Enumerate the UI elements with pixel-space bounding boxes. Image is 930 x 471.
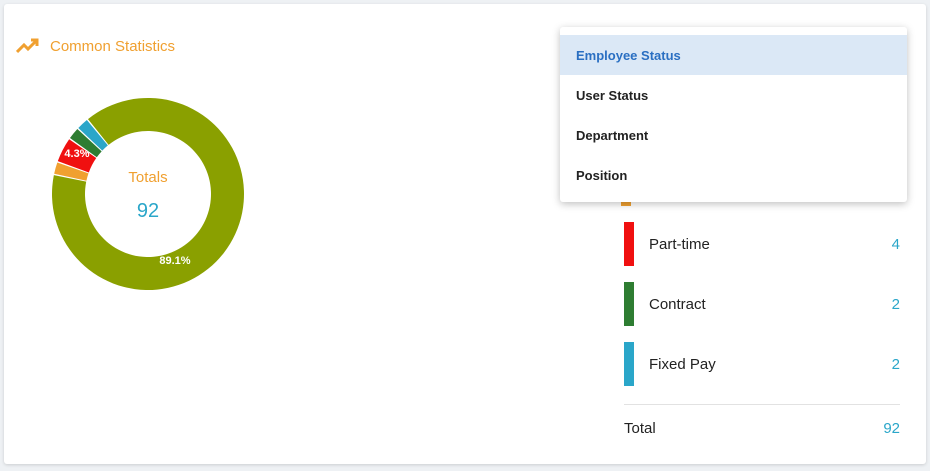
legend-swatch xyxy=(624,342,634,386)
legend-value: 4 xyxy=(891,235,900,253)
donut-data-label: 4.3% xyxy=(64,148,89,160)
donut-chart: 89.1% 4.3% Totals 92 xyxy=(48,94,248,294)
legend-row-contract[interactable]: Contract 2 xyxy=(624,282,900,326)
donut-svg: 89.1% 4.3% xyxy=(52,98,244,290)
legend-label: Contract xyxy=(649,295,706,313)
legend-divider xyxy=(624,404,900,405)
donut-slice[interactable] xyxy=(78,119,108,151)
legend-value: 2 xyxy=(891,295,900,313)
donut-center-value: 92 xyxy=(136,200,160,222)
donut-center-title: Totals xyxy=(128,169,168,186)
legend-row-part-time[interactable]: Part-time 4 xyxy=(624,222,900,266)
dropdown-item-user-status[interactable]: User Status xyxy=(576,87,649,103)
legend-label: Fixed Pay xyxy=(649,355,716,373)
legend-swatch xyxy=(624,222,634,266)
legend-label: Part-time xyxy=(649,235,710,253)
legend-value: 2 xyxy=(891,355,900,373)
donut-slice[interactable] xyxy=(57,139,97,173)
card-title: Common Statistics xyxy=(50,37,176,55)
donut-slice[interactable] xyxy=(54,162,89,181)
statistics-type-dropdown[interactable]: Employee Status User Status Department P… xyxy=(560,27,907,202)
donut-slice[interactable] xyxy=(69,129,102,158)
dropdown-item-department[interactable]: Department xyxy=(576,127,649,143)
trending-up-icon xyxy=(16,38,39,54)
card-header: Common Statistics xyxy=(16,37,175,55)
total-label: Total xyxy=(624,420,656,437)
donut-slice[interactable] xyxy=(52,98,244,290)
legend-total-row: Total 92 xyxy=(624,420,900,437)
legend-row-fixed-pay[interactable]: Fixed Pay 2 xyxy=(624,342,900,386)
dropdown-item-position[interactable]: Position xyxy=(576,167,628,183)
total-value: 92 xyxy=(883,420,900,437)
dropdown-item-employee-status[interactable]: Employee Status xyxy=(560,35,907,75)
donut-data-label: 89.1% xyxy=(159,255,190,267)
legend-swatch xyxy=(624,282,634,326)
